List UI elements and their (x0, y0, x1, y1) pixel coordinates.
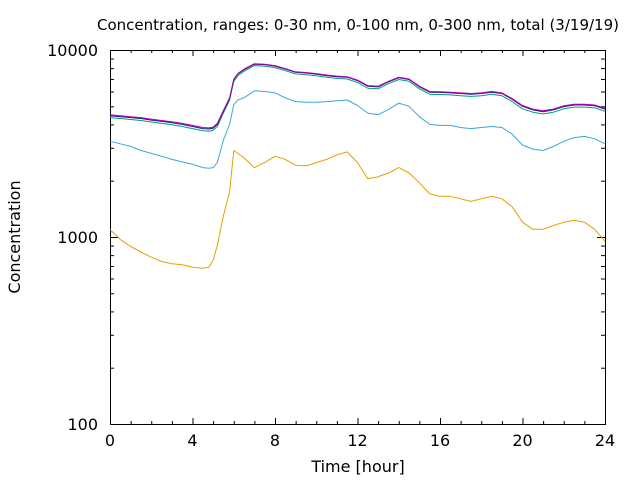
x-tick-label: 24 (595, 431, 615, 450)
series-line-3 (109, 65, 606, 132)
y-tick-label: 100 (67, 415, 98, 434)
chart-title: Concentration, ranges: 0-30 nm, 0-100 nm… (97, 16, 619, 34)
x-tick-label: 0 (105, 431, 115, 450)
x-tick-label: 4 (187, 431, 197, 450)
series-line-1 (109, 150, 606, 269)
y-axis-label: Concentration (5, 180, 24, 293)
x-tick-label: 16 (430, 431, 450, 450)
series-line-5 (109, 63, 606, 129)
x-tick-label: 8 (270, 431, 280, 450)
y-tick-label: 10000 (47, 41, 98, 60)
axis-ticks (110, 50, 606, 425)
series-line-2 (109, 90, 606, 169)
y-tick-label: 1000 (57, 228, 98, 247)
tick-labels: 0 4 8 12 16 20 24 100 1000 10000 (47, 41, 615, 450)
plot-frame (110, 50, 606, 425)
series-line-4 (109, 63, 606, 130)
x-tick-label: 12 (347, 431, 367, 450)
series-layer (109, 63, 606, 269)
x-tick-label: 20 (512, 431, 532, 450)
x-axis-label: Time [hour] (310, 457, 404, 476)
